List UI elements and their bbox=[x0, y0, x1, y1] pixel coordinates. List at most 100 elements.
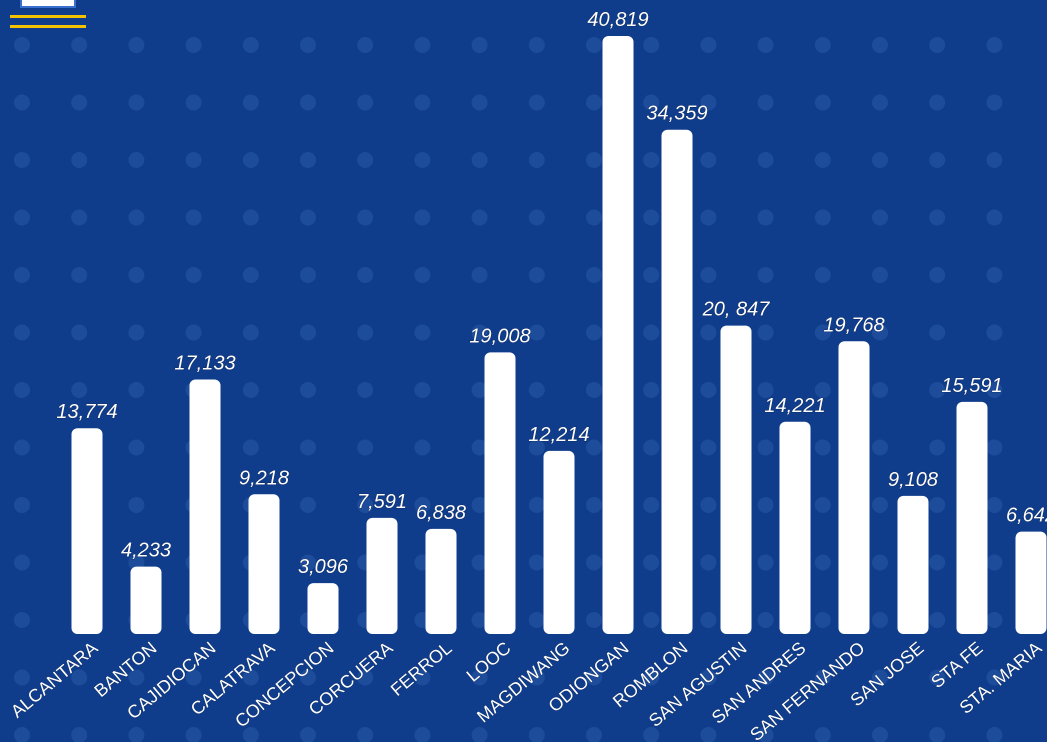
background-dot bbox=[643, 554, 660, 571]
background-dot bbox=[814, 497, 831, 513]
background-dot bbox=[300, 382, 316, 398]
background-dot bbox=[872, 324, 888, 341]
background-dot bbox=[471, 669, 488, 686]
background-dot bbox=[757, 37, 774, 53]
background-dot bbox=[414, 209, 431, 226]
background-dot bbox=[128, 727, 145, 742]
background-dot bbox=[128, 439, 145, 456]
background-dot bbox=[643, 669, 660, 686]
background-dot bbox=[586, 267, 602, 283]
background-dot bbox=[986, 727, 1003, 742]
background-dot bbox=[757, 554, 774, 571]
bar-ferrol bbox=[425, 528, 457, 634]
background-dot bbox=[471, 497, 488, 513]
background-dot bbox=[71, 669, 88, 686]
bar-san-andres bbox=[779, 421, 811, 634]
background-dot bbox=[700, 554, 717, 571]
background-dot bbox=[986, 497, 1003, 513]
background-dot bbox=[757, 612, 774, 628]
background-dot bbox=[872, 267, 888, 283]
background-dot bbox=[643, 439, 660, 456]
value-label: 19,768 bbox=[823, 314, 884, 336]
background-dot bbox=[357, 669, 374, 686]
background-dot bbox=[414, 497, 431, 513]
value-label: 34,359 bbox=[646, 103, 707, 125]
background-dot bbox=[71, 267, 88, 283]
background-dot bbox=[14, 497, 30, 513]
bar-san-agustin bbox=[720, 325, 752, 634]
background-dot bbox=[242, 727, 259, 742]
background-dot bbox=[14, 209, 30, 226]
background-dot bbox=[14, 554, 30, 571]
category-label: FERROL bbox=[387, 638, 456, 700]
background-dot bbox=[414, 94, 431, 111]
background-dot bbox=[300, 324, 316, 341]
background-dot bbox=[929, 37, 946, 53]
background-dot bbox=[300, 152, 316, 168]
background-dot bbox=[586, 612, 602, 628]
background-dot bbox=[71, 382, 88, 398]
value-label: 19,008 bbox=[469, 325, 530, 347]
background-dot bbox=[929, 554, 946, 571]
background-dot bbox=[929, 267, 946, 283]
background-dot bbox=[528, 727, 545, 742]
background-dot bbox=[929, 209, 946, 226]
value-label: 12,214 bbox=[528, 424, 589, 446]
bar-calatrava bbox=[248, 494, 280, 634]
background-dot bbox=[414, 669, 431, 686]
background-dot bbox=[814, 612, 831, 628]
background-dot bbox=[128, 382, 145, 398]
background-dot bbox=[528, 267, 545, 283]
background-dot bbox=[700, 267, 717, 283]
background-dot bbox=[471, 324, 488, 341]
background-dot bbox=[814, 324, 831, 341]
bar-odiongan bbox=[602, 36, 634, 634]
value-label: 4,233 bbox=[121, 540, 171, 562]
background-dot bbox=[757, 382, 774, 398]
background-dot bbox=[872, 612, 888, 628]
background-dot bbox=[14, 382, 30, 398]
value-labels-group: 13,774 4,233 17,133 9,218 3,096 7,591 6,838 19,… bbox=[56, 9, 1047, 579]
background-dot bbox=[528, 554, 545, 571]
background-dot bbox=[14, 612, 30, 628]
value-label: 15,591 bbox=[941, 375, 1002, 397]
background-dot bbox=[872, 554, 888, 571]
background-dot bbox=[929, 497, 946, 513]
background-dot bbox=[357, 209, 374, 226]
background-dot bbox=[185, 267, 202, 283]
background-dot bbox=[814, 382, 831, 398]
background-dot bbox=[128, 497, 145, 513]
background-dot bbox=[300, 497, 316, 513]
background-dot bbox=[700, 439, 717, 456]
background-dot bbox=[757, 209, 774, 226]
background-dot bbox=[128, 669, 145, 686]
background-dot bbox=[814, 152, 831, 168]
bar-banton bbox=[130, 566, 162, 634]
background-dot bbox=[929, 152, 946, 168]
background-dot bbox=[300, 94, 316, 111]
background-dot bbox=[586, 554, 602, 571]
bars-group bbox=[71, 36, 1047, 634]
background-dot bbox=[643, 727, 660, 742]
background-dot bbox=[586, 382, 602, 398]
background-dot bbox=[528, 382, 545, 398]
background-dot bbox=[872, 669, 888, 686]
background-dot bbox=[528, 209, 545, 226]
background-dot bbox=[929, 324, 946, 341]
background-dot bbox=[14, 324, 30, 341]
background-dot bbox=[414, 439, 431, 456]
background-dot bbox=[471, 37, 488, 53]
background-dot bbox=[986, 612, 1003, 628]
background-dot bbox=[872, 439, 888, 456]
background-dot bbox=[357, 382, 374, 398]
background-dot bbox=[71, 324, 88, 341]
background-dot bbox=[586, 439, 602, 456]
background-dot bbox=[757, 439, 774, 456]
background-dot bbox=[986, 382, 1003, 398]
category-label: ALCANTARA bbox=[7, 638, 102, 722]
background-dot bbox=[586, 152, 602, 168]
value-label: 13,774 bbox=[56, 401, 117, 423]
background-dot bbox=[814, 209, 831, 226]
